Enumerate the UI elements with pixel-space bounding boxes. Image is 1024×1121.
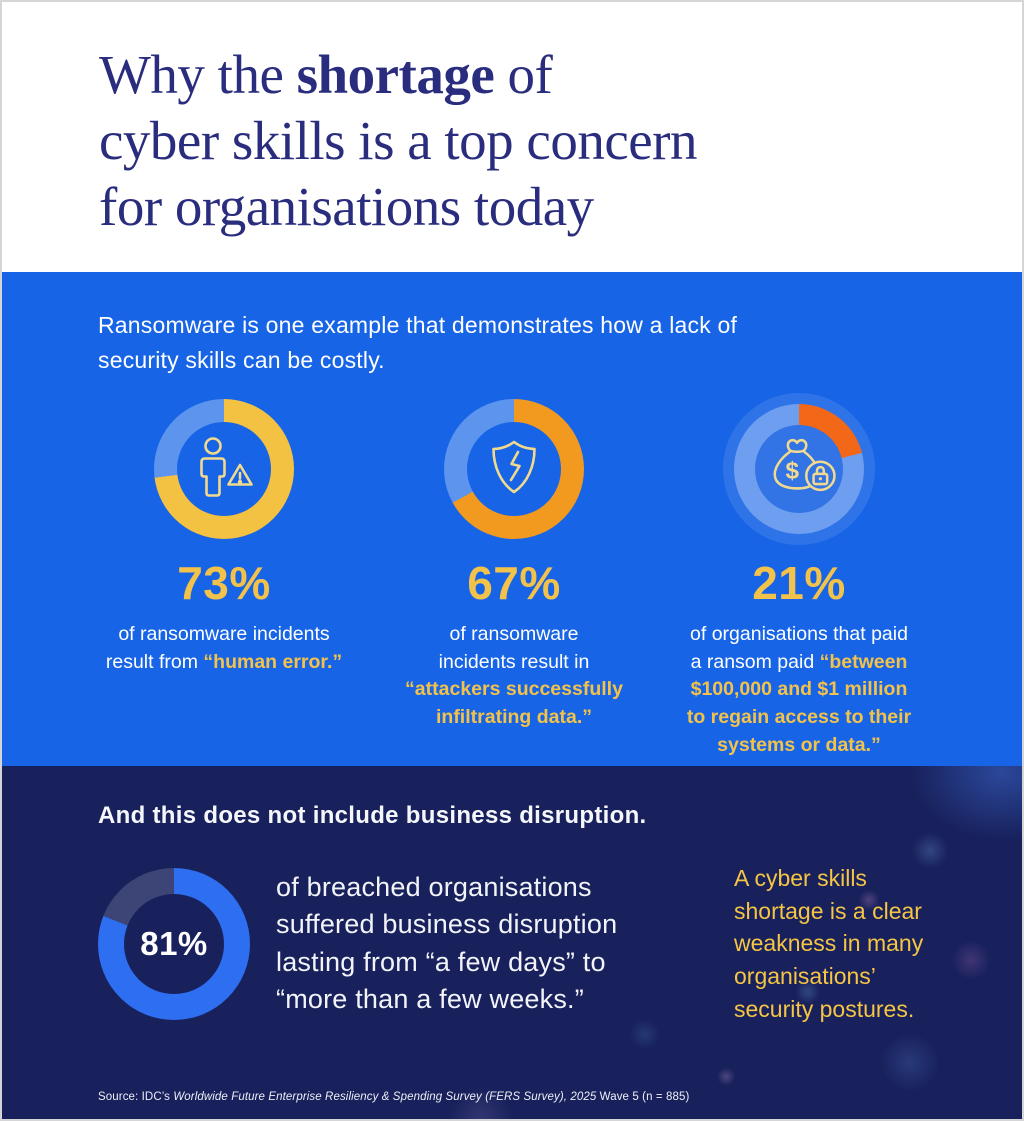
stat-caption-21: of organisations that paid a ransom paid… (687, 621, 911, 759)
stat-value-21: 21% (752, 557, 846, 609)
stat-caption-21-highlight: “between $100,000 and $1 million to rega… (686, 650, 912, 756)
person-error-icon (186, 431, 262, 507)
page-title: Why the shortage of cyber skills is a to… (99, 42, 982, 240)
cyber-skills-callout: A cyber skills shortage is a clear weakn… (734, 865, 924, 1022)
donut-hole-67 (467, 422, 561, 516)
hero-section: Why the shortage of cyber skills is a to… (2, 2, 1022, 272)
stat-infiltration: 67% of ransomware incidents result in “a… (384, 399, 644, 759)
donut-chart-81: 81% (98, 867, 250, 1020)
title-line1-post: of (494, 44, 553, 105)
broken-shield-icon (483, 437, 545, 501)
stat-caption-67-highlight: “attackers successfully infiltrating dat… (405, 678, 623, 729)
disruption-body-text: of breached organisations suffered busin… (276, 872, 618, 1014)
ransomware-section: Ransomware is one example that demonstra… (2, 272, 1022, 766)
source-title: Worldwide Future Enterprise Resiliency &… (173, 1091, 597, 1103)
donut-hole-73 (177, 422, 271, 516)
donut-hole-81: 81% (124, 893, 224, 994)
stat-value-73: 73% (177, 557, 271, 609)
title-line3: for organisations today (99, 176, 594, 237)
stat-value-67: 67% (467, 557, 561, 609)
title-line2: cyber skills is a top concern (99, 110, 697, 171)
donut-hole-21: $ (755, 425, 843, 513)
title-line1-pre: Why the (99, 44, 297, 105)
title-line1-bold: shortage (296, 44, 495, 105)
disruption-row: 81% of breached organisations suffered b… (98, 862, 1022, 1025)
stat-caption-67-white: of ransomware incidents result in (438, 623, 590, 673)
stat-caption-21-white: of organisations that paid a ransom paid (690, 623, 908, 673)
stat-ransom-paid: $ 21% of organisations that paid a ranso… (664, 393, 934, 759)
stat-caption-73-highlight: “human error.” (203, 650, 343, 673)
svg-text:$: $ (785, 458, 799, 485)
ransomware-intro: Ransomware is one example that demonstra… (98, 312, 738, 373)
donut-chart-67 (444, 399, 584, 539)
stat-caption-67: of ransomware incidents result in “attac… (405, 621, 623, 732)
disruption-heading: And this does not include business disru… (98, 802, 647, 829)
stats-row: 73% of ransomware incidents result from … (84, 393, 1022, 759)
stat-caption-73-white: of ransomware incidents result from (105, 623, 330, 673)
disruption-section: And this does not include business disru… (2, 766, 1022, 1119)
source-attribution: Source: IDC’s Worldwide Future Enterpris… (98, 1091, 689, 1103)
donut-chart-73 (154, 399, 294, 539)
source-suffix: Wave 5 (n = 885) (596, 1091, 690, 1103)
stat-value-81: 81% (140, 924, 208, 962)
stat-human-error: 73% of ransomware incidents result from … (84, 399, 364, 759)
stat-caption-73: of ransomware incidents result from “hum… (106, 621, 342, 676)
source-prefix: Source: IDC’s (98, 1091, 174, 1103)
money-bag-lock-icon: $ (758, 435, 840, 503)
donut-chart-21: $ (723, 393, 875, 545)
